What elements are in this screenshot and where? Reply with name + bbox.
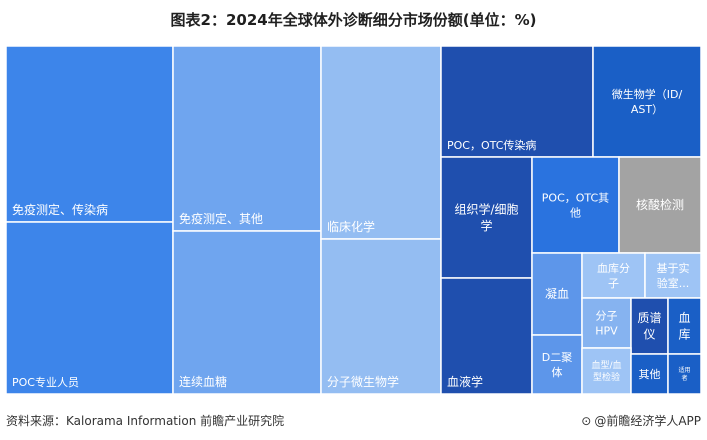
treemap-cell: 血液学 xyxy=(440,277,533,395)
treemap-cell-rect xyxy=(581,297,632,349)
treemap-cell: D二聚体 xyxy=(531,334,583,395)
treemap-cell-label: 适用者 xyxy=(678,366,690,382)
treemap-cell: 适用者 xyxy=(667,353,702,395)
treemap-cell-rect xyxy=(5,221,174,395)
treemap-cell-label: 临床化学 xyxy=(327,219,375,234)
treemap-cell: 血库分子 xyxy=(581,252,646,299)
treemap-cell-label: 其他 xyxy=(639,368,661,381)
treemap-cell-rect xyxy=(618,156,702,254)
treemap-cell: 核酸检测 xyxy=(618,156,702,254)
treemap-cell: 临床化学 xyxy=(320,45,442,240)
treemap-cell-label: 分子微生物学 xyxy=(327,374,399,389)
treemap-cell-label: 血液学 xyxy=(447,374,483,389)
treemap-cell-rect xyxy=(440,156,533,279)
treemap-cell-label: 微生物学（ID/AST） xyxy=(612,87,683,116)
brand-credit: ⊙ @前瞻经济学人APP xyxy=(581,412,701,429)
treemap-cell-label: 分子 HPV xyxy=(595,309,618,337)
treemap-cell: 血库 xyxy=(667,297,702,355)
treemap-cell-rect xyxy=(440,277,533,395)
treemap-cell-label: 血库分子 xyxy=(597,261,630,290)
treemap-cell-rect xyxy=(531,334,583,395)
treemap-cell-label: D二聚体 xyxy=(542,351,572,379)
treemap-cell-rect xyxy=(630,297,669,355)
treemap-cell: 质谱仪 xyxy=(630,297,669,355)
treemap-cell: 分子微生物学 xyxy=(320,238,442,395)
treemap-cell-label: 凝血 xyxy=(545,286,569,301)
treemap-cell-rect xyxy=(172,45,322,232)
treemap-cell: 组织学/细胞学 xyxy=(440,156,533,279)
treemap-cell-label: 连续血糖 xyxy=(179,374,227,389)
treemap-cell-label: POC，OTC其他 xyxy=(542,191,609,219)
treemap-cell-rect xyxy=(667,353,702,395)
treemap-cell-label: 血型/血型检验 xyxy=(591,359,621,383)
treemap-cell: POC，OTC传染病 xyxy=(440,45,594,158)
treemap-cell: POC专业人员 xyxy=(5,221,174,395)
source-note: 资料来源：Kalorama Information 前瞻产业研究院 xyxy=(6,414,285,428)
treemap-cell-rect xyxy=(592,45,702,158)
treemap-cell-rect xyxy=(667,297,702,355)
treemap-cell-label: 基于实验室... xyxy=(657,261,690,290)
treemap-cell-rect xyxy=(531,252,583,336)
treemap-cell-label: 免疫测定、传染病 xyxy=(12,202,108,217)
chart-title: 图表2：2024年全球体外诊断细分市场份额(单位：%) xyxy=(170,11,537,29)
treemap-cell: 连续血糖 xyxy=(172,230,322,395)
treemap-cell-label: 质谱仪 xyxy=(637,311,661,341)
treemap-cell-label: POC专业人员 xyxy=(12,375,79,389)
treemap-cell-label: 核酸检测 xyxy=(636,197,684,212)
wechat-icon: ⊙ xyxy=(581,414,592,428)
treemap-cell: 分子 HPV xyxy=(581,297,632,349)
treemap-cell-label: POC，OTC传染病 xyxy=(447,138,536,152)
treemap-cell-rect xyxy=(320,45,442,240)
treemap-cell: POC，OTC其他 xyxy=(531,156,620,254)
treemap-cell: 基于实验室... xyxy=(644,252,702,299)
treemap-cell: 免疫测定、其他 xyxy=(172,45,322,232)
treemap-cell-rect xyxy=(581,347,632,395)
treemap-cell: 其他 xyxy=(630,353,669,395)
treemap-cell-rect xyxy=(172,230,322,395)
treemap-cell: 微生物学（ID/AST） xyxy=(592,45,702,158)
treemap-cell-rect xyxy=(630,353,669,395)
treemap-cell-rect xyxy=(581,252,646,299)
treemap-cell-label: 免疫测定、其他 xyxy=(179,211,263,226)
treemap-cell-label: 血库 xyxy=(678,311,690,341)
treemap-cell: 血型/血型检验 xyxy=(581,347,632,395)
brand-text: @前瞻经济学人APP xyxy=(594,414,701,428)
treemap-cell-rect xyxy=(644,252,702,299)
treemap-cell-rect xyxy=(320,238,442,395)
treemap-cell-label: 组织学/细胞学 xyxy=(454,202,518,233)
treemap-cell-rect xyxy=(531,156,620,254)
treemap-cell-rect xyxy=(5,45,174,223)
treemap-cell: 凝血 xyxy=(531,252,583,336)
treemap-cell: 免疫测定、传染病 xyxy=(5,45,174,223)
